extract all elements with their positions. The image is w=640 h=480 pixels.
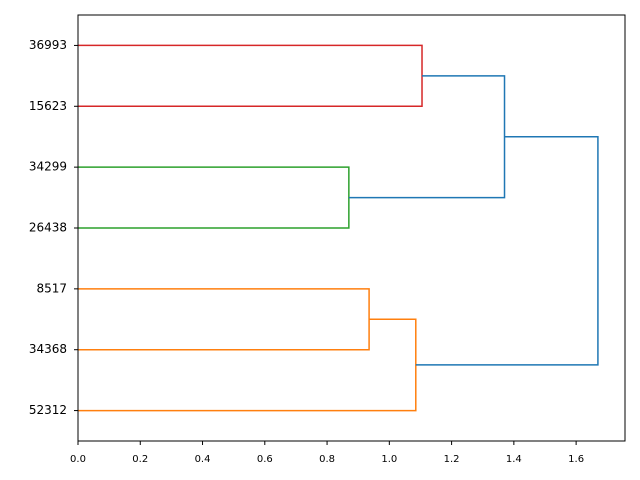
leaf-label: 52312 (29, 403, 67, 417)
leaf-label: 15623 (29, 99, 67, 113)
link (348, 75, 506, 199)
link (78, 318, 417, 412)
link (415, 135, 599, 366)
x-tick-label: 1.4 (506, 454, 522, 465)
x-tick-label: 0.6 (257, 454, 273, 465)
link (78, 166, 350, 229)
x-tick-label: 0.8 (319, 454, 335, 465)
x-tick-label: 1.0 (381, 454, 397, 465)
link (78, 44, 423, 108)
leaf-label: 34368 (29, 342, 67, 356)
link (78, 288, 370, 351)
x-tick-label: 0.0 (70, 454, 86, 465)
leaf-label: 26438 (29, 221, 67, 235)
x-tick-label: 0.2 (132, 454, 148, 465)
leaf-label: 34299 (29, 160, 67, 174)
x-tick-label: 1.2 (444, 454, 460, 465)
leaf-label: 8517 (36, 281, 67, 295)
x-tick-label: 1.6 (568, 454, 584, 465)
leaf-label: 36993 (29, 38, 67, 52)
x-tick-label: 0.4 (195, 454, 211, 465)
